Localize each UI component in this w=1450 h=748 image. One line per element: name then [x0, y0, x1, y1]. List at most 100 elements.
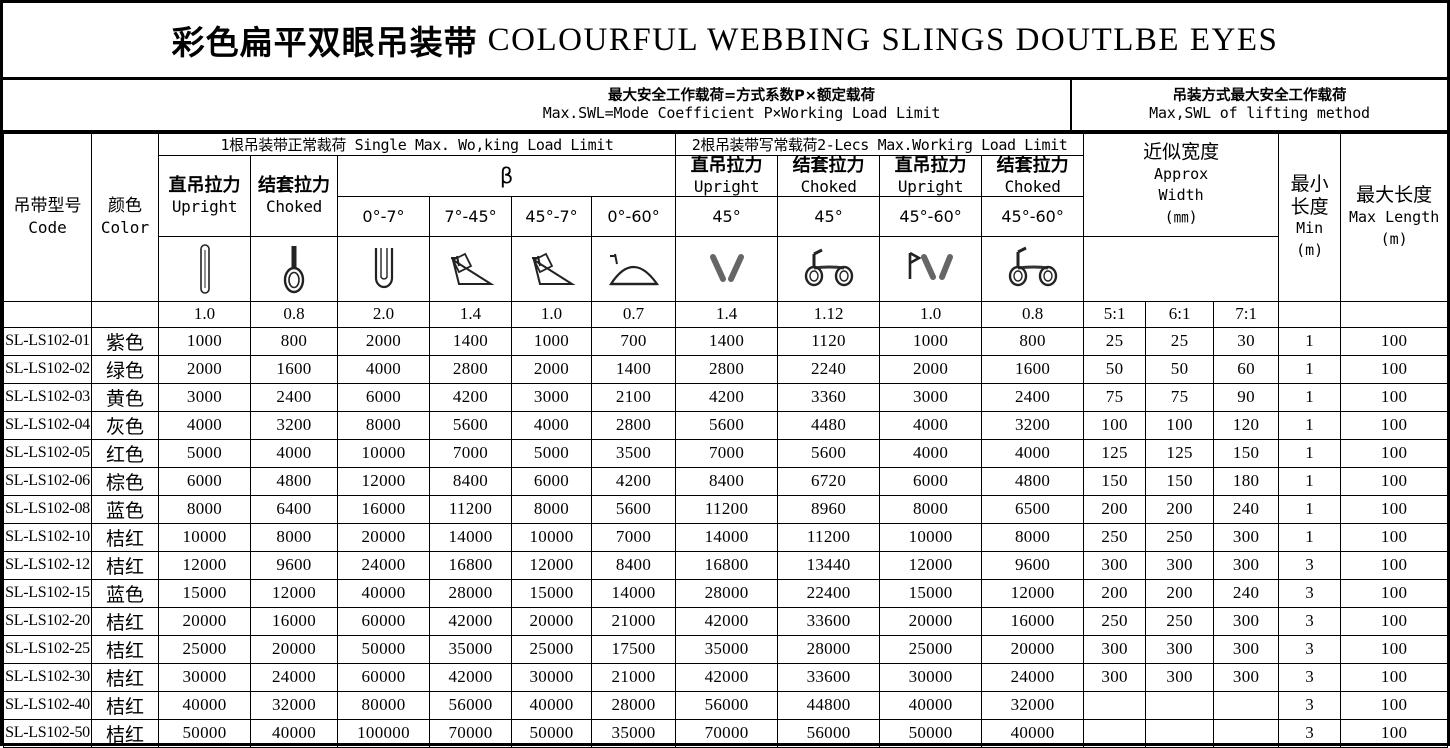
cell-beta0_60: 5600 — [590, 494, 677, 524]
cell-choked3: 16000 — [981, 606, 1085, 636]
cell-width-7-1: 300 — [1213, 634, 1280, 664]
cell-choked2: 3360 — [777, 382, 881, 412]
cell-code: SL-LS102-03 — [3, 382, 92, 412]
group-double-leg: 2根吊装带写常载荷2-Lecs Max.Workirg Load Limit — [675, 133, 1085, 156]
width-en2: Width — [1158, 186, 1204, 205]
title-english: COLOURFUL WEBBING SLINGS DOUTLBE EYES — [487, 21, 1279, 58]
table-row: SL-LS102-06 棕色 6000 4800 12000 8400 6000 4200 84… — [3, 466, 1449, 496]
cell-choked2: 2240 — [777, 354, 881, 384]
angle-beta0-60: 0°-60° — [590, 195, 677, 237]
cell-beta45_7: 50000 — [511, 718, 592, 748]
cell-beta45_7: 6000 — [511, 466, 592, 496]
cell-code: SL-LS102-08 — [3, 494, 92, 524]
cell-min-length: 3 — [1278, 550, 1342, 580]
cell-width-6-1: 150 — [1145, 466, 1215, 496]
cell-upright3: 40000 — [879, 690, 983, 720]
cell-min-length: 3 — [1278, 690, 1342, 720]
cell-beta7_45: 14000 — [429, 522, 512, 552]
cell-upright1: 6000 — [158, 466, 251, 496]
cell-width-7-1: 300 — [1213, 606, 1280, 636]
cell-beta0_60: 17500 — [590, 634, 677, 664]
cell-beta7_45: 56000 — [429, 690, 512, 720]
upright2-cn: 直吊拉力 — [690, 155, 763, 176]
cell-choked1: 4800 — [250, 466, 338, 496]
cell-beta0_7: 12000 — [337, 466, 430, 496]
table-row: SL-LS102-20 桔红 20000 16000 60000 42000 20000 21… — [3, 606, 1449, 636]
cell-beta0_7: 60000 — [337, 662, 430, 692]
choked3-cn: 结套拉力 — [996, 155, 1069, 176]
cell-beta7_45: 1400 — [429, 326, 512, 356]
cell-beta0_7: 40000 — [337, 578, 430, 608]
cell-width-7-1: 150 — [1213, 438, 1280, 468]
cell-choked3: 20000 — [981, 634, 1085, 664]
width-unit: (㎜) — [1164, 208, 1198, 227]
cell-width-5-1: 250 — [1083, 522, 1147, 552]
basket-wide-angle-icon — [590, 235, 677, 302]
cell-width-7-1: 300 — [1213, 522, 1280, 552]
angle-choked3: 45°-60° — [981, 195, 1085, 237]
cell-beta7_45: 42000 — [429, 606, 512, 636]
cell-beta0_60: 3500 — [590, 438, 677, 468]
header-color-en: Color — [100, 218, 150, 238]
basket-angled-45-icon — [429, 235, 512, 302]
table-row: SL-LS102-40 桔红 40000 32000 80000 56000 40000 28… — [3, 690, 1449, 720]
coef-blank-color — [91, 300, 159, 328]
title-banner: 彩色扁平双眼吊装带 COLOURFUL WEBBING SLINGS DOUTL… — [3, 3, 1447, 80]
cell-color: 桔红 — [91, 606, 159, 636]
cell-code: SL-LS102-04 — [3, 410, 92, 440]
cell-choked2: 5600 — [777, 438, 881, 468]
table-row: SL-LS102-12 桔红 12000 9600 24000 16800 12000 840… — [3, 550, 1449, 580]
table-row: SL-LS102-04 灰色 4000 3200 8000 5600 4000 2800 560… — [3, 410, 1449, 440]
cell-upright2: 11200 — [675, 494, 779, 524]
max-cn: 最大长度 — [1356, 184, 1433, 207]
cell-width-5-1: 75 — [1083, 382, 1147, 412]
two-leg-choked-flag-icon — [981, 235, 1085, 302]
upright1-en: Upright — [171, 196, 238, 216]
upright2-en: Upright — [693, 176, 760, 196]
formula-banner: 最大安全工作载荷=方式系数P×额定载荷 Max.SWL=Mode Coeffic… — [3, 80, 1447, 133]
cell-upright1: 5000 — [158, 438, 251, 468]
cell-beta0_7: 2000 — [337, 326, 430, 356]
cell-beta0_7: 10000 — [337, 438, 430, 468]
cell-upright2: 42000 — [675, 606, 779, 636]
table-row: SL-LS102-03 黄色 3000 2400 6000 4200 3000 2100 420… — [3, 382, 1449, 412]
coef-beta7-45: 1.4 — [429, 300, 512, 328]
cell-color: 棕色 — [91, 466, 159, 496]
cell-code: SL-LS102-02 — [3, 354, 92, 384]
min-cn2: 长度 — [1290, 195, 1329, 218]
cell-min-length: 1 — [1278, 494, 1342, 524]
two-leg-choked-icon — [777, 235, 881, 302]
col-head-choked1: 结套拉力 Choked — [250, 155, 338, 237]
cell-beta0_60: 4200 — [590, 466, 677, 496]
cell-beta7_45: 4200 — [429, 382, 512, 412]
cell-upright2: 70000 — [675, 718, 779, 748]
cell-width-6-1: 300 — [1145, 550, 1215, 580]
cell-min-length: 3 — [1278, 634, 1342, 664]
table-row: SL-LS102-10 桔红 10000 8000 20000 14000 10000 700… — [3, 522, 1449, 552]
header-color-cn: 颜色 — [108, 196, 142, 217]
cell-width-5-1: 125 — [1083, 438, 1147, 468]
min-unit: (m) — [1296, 241, 1324, 260]
ratio-7-1: 7:1 — [1213, 300, 1280, 328]
cell-code: SL-LS102-50 — [3, 718, 92, 748]
basket-angled-60-icon — [511, 235, 592, 302]
cell-upright3: 3000 — [879, 382, 983, 412]
cell-width-5-1: 300 — [1083, 634, 1147, 664]
cell-color: 蓝色 — [91, 494, 159, 524]
cell-beta7_45: 42000 — [429, 662, 512, 692]
straight-sling-icon — [158, 235, 251, 302]
cell-beta45_7: 10000 — [511, 522, 592, 552]
cell-color: 桔红 — [91, 522, 159, 552]
cell-beta0_7: 50000 — [337, 634, 430, 664]
cell-min-length: 3 — [1278, 606, 1342, 636]
cell-width-5-1: 25 — [1083, 326, 1147, 356]
cell-width-5-1 — [1083, 690, 1147, 720]
pictogram-row — [4, 235, 1448, 302]
cell-upright3: 12000 — [879, 550, 983, 580]
coef-upright1: 1.0 — [158, 300, 251, 328]
cell-choked2: 22400 — [777, 578, 881, 608]
cell-width-5-1: 200 — [1083, 494, 1147, 524]
cell-width-7-1: 30 — [1213, 326, 1280, 356]
cell-max-length: 100 — [1340, 634, 1449, 664]
cell-upright2: 7000 — [675, 438, 779, 468]
